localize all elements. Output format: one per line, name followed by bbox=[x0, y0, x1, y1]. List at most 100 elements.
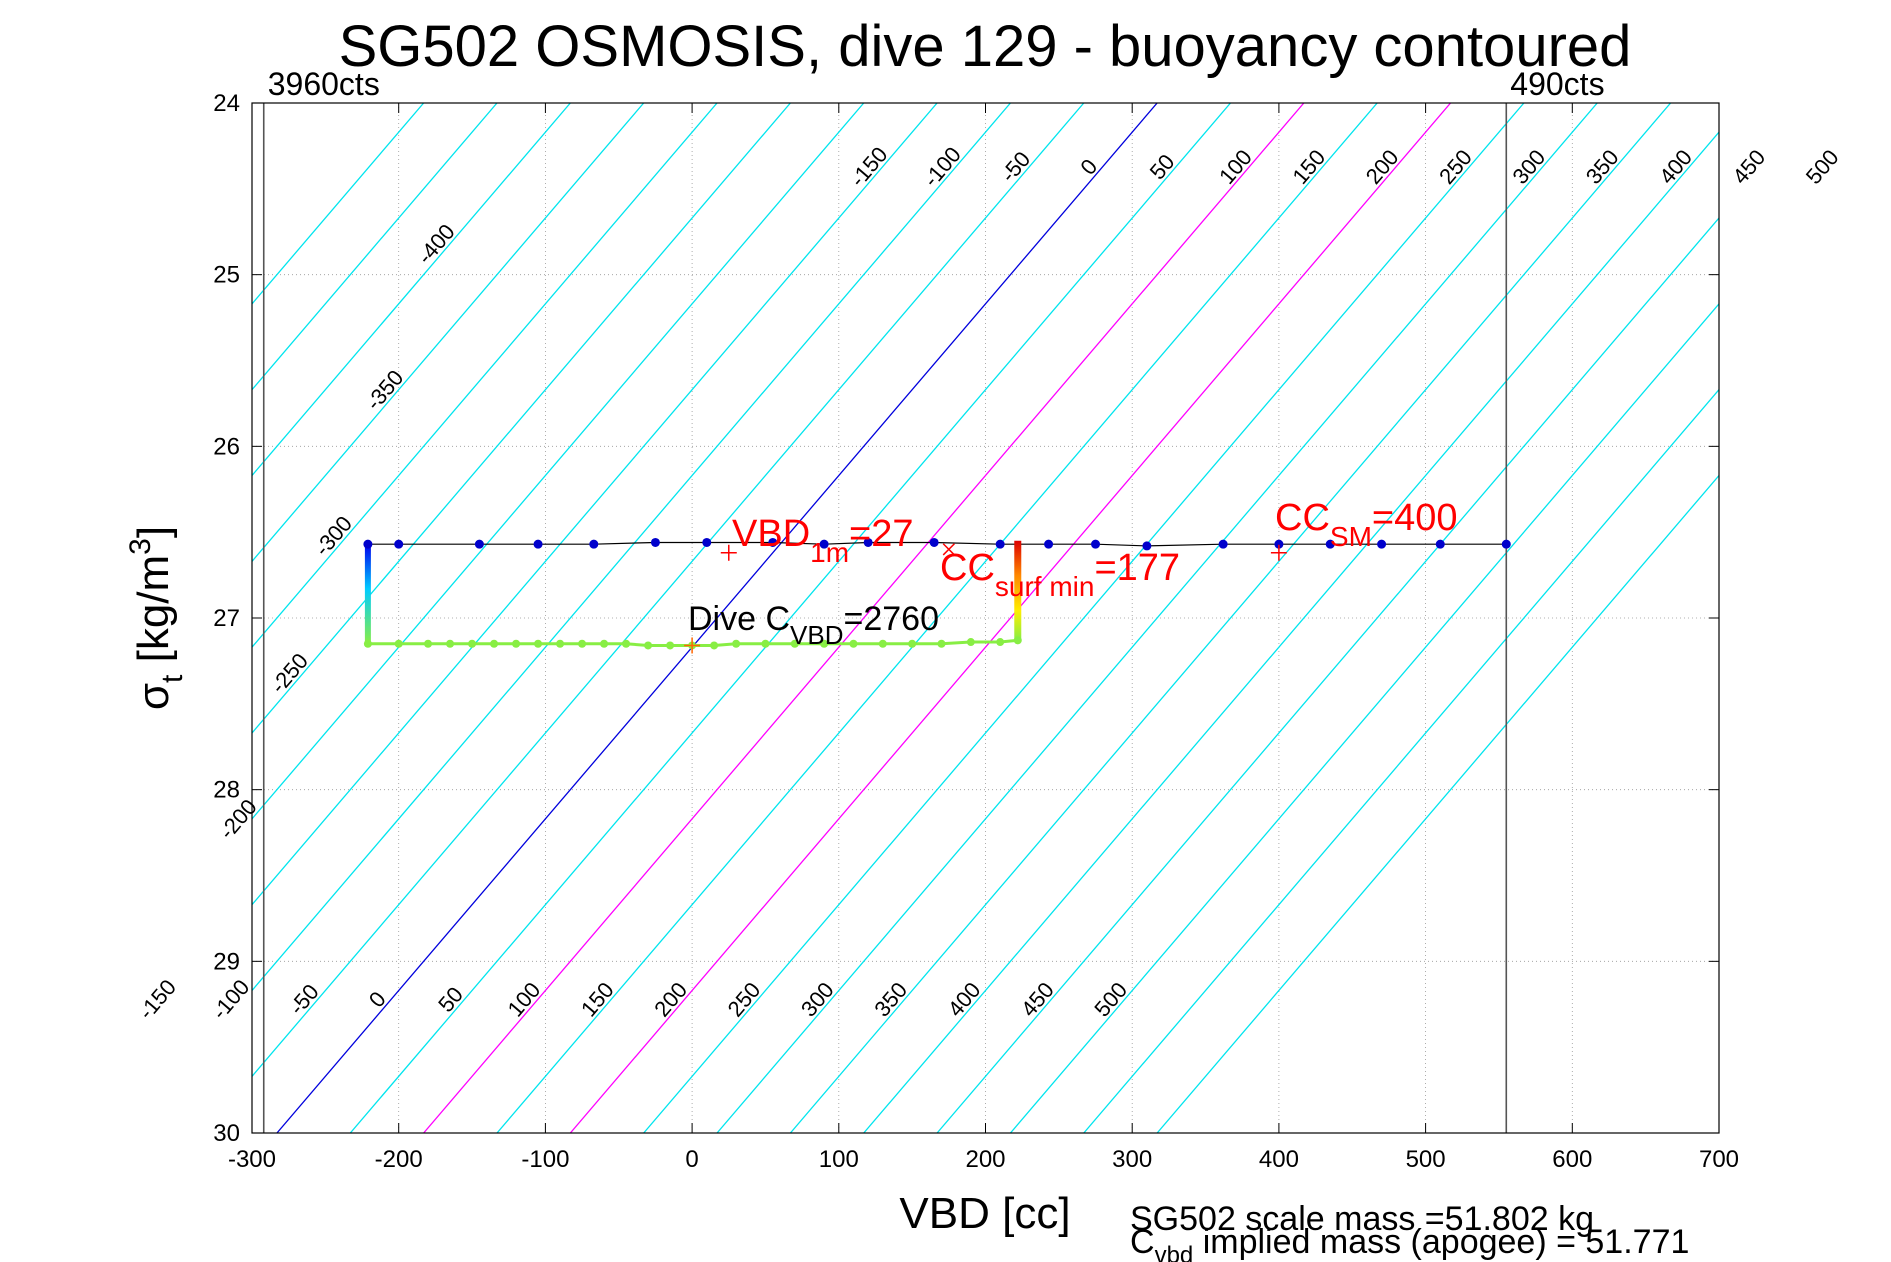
contour-line bbox=[252, 103, 571, 477]
contour-line bbox=[252, 103, 425, 305]
contour-label: -50 bbox=[284, 979, 324, 1019]
contour-label: 450 bbox=[1727, 145, 1770, 189]
grid-lines bbox=[251, 102, 1720, 1134]
contour-line bbox=[252, 103, 1085, 1078]
x-tick-label: 500 bbox=[1406, 1146, 1446, 1173]
ascent-point bbox=[534, 639, 543, 648]
x-tick-label: 100 bbox=[819, 1146, 859, 1173]
contour-line bbox=[252, 103, 938, 906]
footer-implied-mass: Cvbd implied mass (apogee) = 51.771 bbox=[1130, 1223, 1689, 1262]
descent-point bbox=[1435, 539, 1445, 549]
y-label-units: [kg/m bbox=[129, 555, 178, 675]
ascent-point bbox=[1013, 636, 1022, 645]
descent-point bbox=[474, 539, 484, 549]
descent-point bbox=[650, 537, 660, 547]
contour-label: 250 bbox=[1434, 145, 1477, 189]
ascent-point bbox=[732, 639, 741, 648]
x-tick-label: 700 bbox=[1699, 1146, 1739, 1173]
x-axis-ticks: -300 -200 -100 0 100 200 300 400 500 600 700 bbox=[228, 103, 1739, 1173]
contour-line bbox=[423, 103, 1305, 1133]
contour-line bbox=[252, 103, 865, 820]
descent-point bbox=[533, 539, 543, 549]
ascent-point bbox=[446, 639, 455, 648]
y-tick-label: 24 bbox=[213, 90, 240, 117]
contour-line bbox=[569, 103, 1452, 1133]
descent-point bbox=[819, 539, 829, 549]
descent-point bbox=[394, 539, 404, 549]
ascent-point bbox=[908, 639, 917, 648]
contour-label: 250 bbox=[723, 977, 766, 1021]
ascent-point bbox=[937, 639, 946, 648]
ascent-point bbox=[996, 638, 1005, 647]
contour-label: -400 bbox=[412, 219, 460, 269]
contour-line bbox=[716, 103, 1598, 1133]
contour-label: 50 bbox=[1145, 149, 1180, 184]
contour-line bbox=[349, 103, 1231, 1133]
y-label-superscript: 3 bbox=[124, 538, 157, 555]
annotation-cc-surf-min: CCsurf min=177 bbox=[940, 547, 1180, 602]
contour-label: -150 bbox=[133, 975, 181, 1025]
limit-label: 3960cts bbox=[268, 66, 380, 102]
ascent-point bbox=[820, 639, 829, 648]
chart-title: SG502 OSMOSIS, dive 129 - buoyancy conto… bbox=[339, 14, 1632, 79]
contour-line bbox=[863, 131, 1719, 1133]
descent-point bbox=[1377, 539, 1387, 549]
x-axis-label: VBD [cc] bbox=[899, 1189, 1070, 1238]
x-tick-label: -200 bbox=[375, 1146, 423, 1173]
contour-line bbox=[1156, 474, 1719, 1133]
x-tick-label: 0 bbox=[685, 1146, 698, 1173]
contour-line bbox=[496, 103, 1378, 1133]
descent-point bbox=[1325, 539, 1335, 549]
ascent-point bbox=[761, 639, 770, 648]
ascent-point bbox=[966, 638, 975, 647]
contour-line bbox=[252, 103, 1011, 992]
descent-point bbox=[1218, 539, 1228, 549]
contour-label: 450 bbox=[1016, 977, 1059, 1021]
y-tick-label: 25 bbox=[213, 262, 240, 289]
contour-label: 200 bbox=[1361, 145, 1404, 189]
ascent-point bbox=[600, 639, 609, 648]
annotation-vbd1m: VBD1m=27 bbox=[732, 513, 914, 568]
descent-point bbox=[1091, 539, 1101, 549]
descent-point bbox=[702, 537, 712, 547]
descent-point bbox=[1044, 539, 1054, 549]
y-tick-label: 28 bbox=[213, 777, 240, 804]
contour-label: -100 bbox=[207, 975, 255, 1025]
footer-scale-mass: SG502 scale mass =51.802 kg bbox=[1130, 1200, 1594, 1238]
contour-line bbox=[936, 217, 1719, 1133]
descent-point bbox=[589, 539, 599, 549]
contour-label: -100 bbox=[918, 142, 966, 192]
ascent-point bbox=[790, 639, 799, 648]
annotation-cc-sm: CCSM=400 bbox=[1275, 497, 1457, 552]
y-axis-label: σt [kg/m3] bbox=[124, 526, 189, 710]
contour-label: 500 bbox=[1801, 145, 1844, 189]
y-label-sigma: σ bbox=[129, 683, 178, 710]
descent-point bbox=[1274, 539, 1284, 549]
x-tick-label: 600 bbox=[1552, 1146, 1592, 1173]
contour-label: 350 bbox=[869, 977, 912, 1021]
contour-label: 300 bbox=[1507, 145, 1550, 189]
contour-label: 500 bbox=[1089, 977, 1132, 1021]
ascent-point bbox=[490, 639, 499, 648]
contour-label: 400 bbox=[943, 977, 986, 1021]
buoyancy-contours bbox=[252, 103, 1719, 1133]
ascent-point bbox=[556, 639, 565, 648]
contour-label: -300 bbox=[309, 511, 357, 561]
x-marker bbox=[942, 543, 955, 556]
descent-point bbox=[995, 539, 1005, 549]
contour-label: -350 bbox=[361, 365, 409, 415]
contour-line bbox=[1083, 388, 1719, 1133]
ascent-point bbox=[666, 641, 675, 650]
contour-line bbox=[1009, 302, 1719, 1133]
annotation-dive-c-vbd: Dive CVBD=2760 bbox=[688, 600, 939, 650]
contour-label: 350 bbox=[1581, 145, 1624, 189]
ascent-point bbox=[363, 639, 372, 648]
ascent-point bbox=[578, 639, 587, 648]
contour-label: 200 bbox=[649, 977, 692, 1021]
descent-point bbox=[1501, 539, 1511, 549]
contour-label: 100 bbox=[1214, 145, 1257, 189]
contour-label: -250 bbox=[265, 648, 313, 698]
right-transition bbox=[1014, 540, 1022, 641]
left-transition bbox=[364, 544, 371, 644]
y-axis-ticks: 24 25 26 27 28 29 30 bbox=[213, 90, 1719, 1147]
